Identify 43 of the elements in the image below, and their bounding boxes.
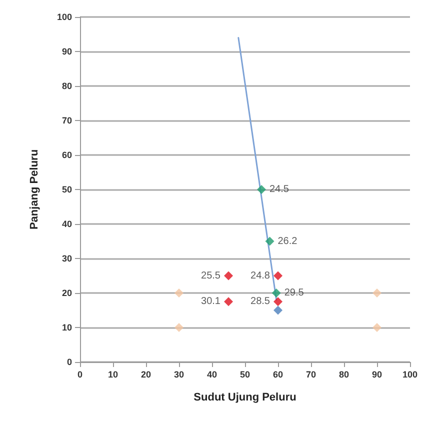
point bbox=[372, 288, 382, 298]
point bbox=[224, 271, 233, 280]
annotation: 29.5 bbox=[284, 288, 304, 298]
point bbox=[274, 271, 282, 280]
y-tick-label: 70 bbox=[62, 116, 72, 126]
x-tick-label: 30 bbox=[174, 370, 184, 380]
annotation: 24.8 bbox=[250, 270, 270, 282]
y-tick-label: 10 bbox=[62, 322, 72, 332]
y-tick-label: 0 bbox=[66, 357, 72, 367]
annotation: 24.5 bbox=[270, 184, 290, 195]
y-tick-label: 30 bbox=[62, 254, 72, 264]
point bbox=[274, 306, 282, 315]
x-tick-label: 80 bbox=[338, 370, 350, 380]
y-tick-label: 60 bbox=[62, 150, 72, 160]
x-tick-label: 0 bbox=[77, 370, 83, 380]
y-tick-label: 40 bbox=[62, 219, 72, 229]
y-tick-label: 100 bbox=[56, 12, 72, 22]
point bbox=[257, 185, 266, 194]
annotation: 26.2 bbox=[278, 236, 298, 247]
x-tick-label: 40 bbox=[206, 370, 218, 380]
x-tick-label: 60 bbox=[272, 370, 284, 380]
point bbox=[272, 288, 281, 298]
x-axis-title: Sudut Ujung Peluru bbox=[194, 392, 296, 404]
y-tick-label: 90 bbox=[62, 46, 72, 56]
y-tick-label: 50 bbox=[62, 184, 72, 194]
x-tick-label: 10 bbox=[108, 370, 118, 380]
point bbox=[265, 236, 274, 246]
x-tick-label: 90 bbox=[372, 370, 382, 380]
annotation: 30.1 bbox=[201, 296, 221, 308]
y-tick-label: 20 bbox=[62, 288, 72, 298]
point bbox=[224, 297, 233, 306]
point bbox=[174, 288, 184, 298]
x-tick-label: 20 bbox=[140, 370, 152, 380]
point bbox=[274, 297, 282, 306]
annotation: 28.5 bbox=[250, 296, 270, 308]
y-tick-label: 80 bbox=[62, 81, 72, 91]
x-tick-label: 50 bbox=[240, 370, 250, 380]
x-tick-label: 100 bbox=[402, 370, 418, 380]
point bbox=[372, 323, 382, 332]
annotation: 25.5 bbox=[201, 270, 221, 282]
y-axis-title: Panjang Peluru bbox=[28, 149, 40, 230]
x-tick-label: 70 bbox=[306, 370, 316, 380]
point bbox=[174, 323, 184, 332]
